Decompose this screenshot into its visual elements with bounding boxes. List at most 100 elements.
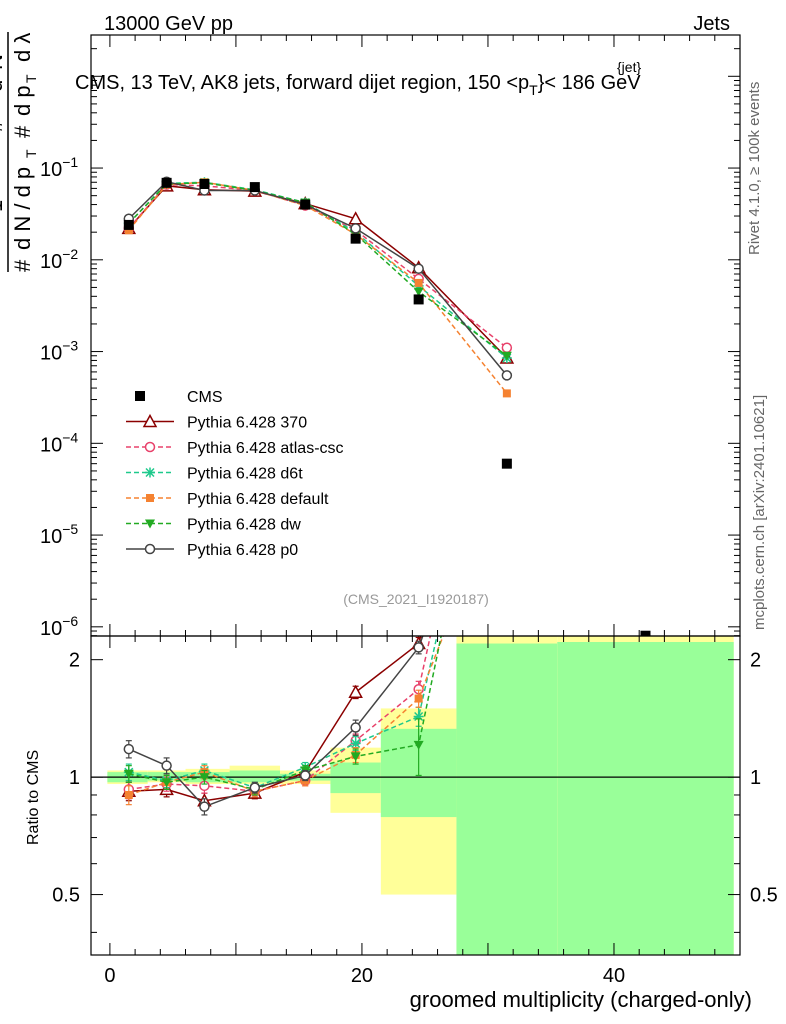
- marker: [413, 642, 424, 653]
- marker: [350, 738, 361, 749]
- point-cms: [413, 294, 424, 305]
- legend-label-dw: Pythia 6.428 dw: [187, 517, 301, 534]
- marker: [501, 370, 513, 381]
- legend-item-p0: Pythia 6.428 p0: [126, 542, 298, 559]
- ratio-point-p370: [348, 684, 363, 699]
- x-tick-label: 20: [351, 965, 373, 987]
- legend-item-cms: CMS: [135, 389, 223, 406]
- marker: [124, 226, 133, 235]
- point-cms: [640, 630, 651, 636]
- legend-item-dw: Pythia 6.428 dw: [126, 517, 301, 534]
- marker: [348, 684, 363, 699]
- marker: [501, 342, 513, 354]
- svg-text:#: #: [10, 259, 35, 272]
- ratio-frame: [90, 635, 741, 956]
- legend-marker-d6t: [145, 467, 155, 478]
- marker: [350, 223, 361, 234]
- main-ylabel: # d N / d p T # d p T d λ 1 # d 2 N: [0, 32, 39, 272]
- svg-text:1: 1: [0, 200, 7, 212]
- legend-label-atlas: Pythia 6.428 atlas-csc: [187, 440, 344, 457]
- legend-label-d6t: Pythia 6.428 d6t: [187, 466, 303, 483]
- series-line-default: [128, 181, 508, 394]
- y-tick-label: 10−4: [40, 429, 78, 456]
- ratio-point-d6t: [350, 738, 361, 749]
- point-dw: [413, 287, 424, 297]
- series-line-p0: [128, 180, 508, 376]
- uncertainty-band-green: [330, 762, 381, 794]
- ratio-point-d6t: [413, 711, 424, 722]
- analysis-id: (CMS_2021_I1920187): [343, 591, 489, 607]
- svg-text:#: #: [0, 119, 7, 132]
- ratio-point-p0: [161, 760, 172, 771]
- marker: [414, 278, 423, 287]
- plot-title-sup: {jet}: [617, 59, 641, 75]
- xlabel: groomed multiplicity (charged-only): [410, 987, 752, 1012]
- svg-text:d λ: d λ: [10, 33, 35, 62]
- point-cms: [123, 219, 134, 230]
- marker: [501, 458, 512, 469]
- marker: [124, 790, 133, 799]
- ratio-point-p0: [199, 801, 210, 812]
- marker: [501, 351, 512, 361]
- y-tick-label: 10−2: [40, 246, 78, 273]
- series-line-d6t: [128, 181, 508, 359]
- marker: [350, 722, 361, 733]
- legend-item-default: Pythia 6.428 default: [126, 491, 329, 508]
- y-tick-label: 10−6: [40, 613, 78, 640]
- marker: [146, 494, 154, 502]
- point-p0: [350, 223, 361, 234]
- marker: [144, 441, 156, 453]
- marker: [413, 263, 424, 274]
- ratio-point-dw: [350, 752, 361, 762]
- marker: [300, 199, 311, 210]
- legend-item-p370: Pythia 6.428 370: [126, 413, 307, 432]
- svg-text:T: T: [23, 74, 39, 83]
- marker: [145, 519, 155, 529]
- ratio-y-tick-label-left: 1: [69, 767, 80, 789]
- x-tick-label: 0: [104, 965, 115, 987]
- svg-text:N: N: [0, 54, 7, 70]
- point-cms: [161, 177, 172, 188]
- marker: [640, 630, 651, 636]
- marker: [414, 694, 423, 703]
- legend-marker-p0: [144, 543, 156, 555]
- header-left: 13000 GeV pp: [104, 13, 233, 35]
- svg-text:#: #: [10, 125, 35, 138]
- point-default: [124, 226, 133, 235]
- point-default: [502, 389, 511, 398]
- y-tick-label: 10−3: [40, 338, 78, 365]
- marker: [413, 740, 424, 750]
- series-line-dw: [128, 182, 508, 357]
- ratio-point-default: [414, 694, 423, 703]
- marker: [123, 219, 134, 230]
- marker: [161, 760, 172, 771]
- svg-text:d: d: [0, 80, 7, 92]
- mcplots-label: mcplots.cern.ch [arXiv:2401.10621]: [751, 395, 768, 630]
- point-cms: [249, 182, 260, 193]
- ratio-point-p0: [413, 642, 424, 653]
- marker: [144, 543, 156, 555]
- y-tick-label: 10−1: [40, 154, 78, 181]
- marker: [299, 770, 311, 781]
- marker: [199, 179, 210, 190]
- marker: [249, 182, 260, 193]
- ratio-point-p0: [299, 770, 311, 781]
- ratio-line-d6t: [128, 636, 438, 789]
- point-atlas: [501, 342, 513, 354]
- svg-text:T: T: [23, 149, 39, 158]
- header-right: Jets: [693, 13, 730, 35]
- legend-marker-p370: [142, 413, 158, 428]
- ratio-point-p0: [123, 743, 135, 755]
- marker: [123, 743, 135, 755]
- ratio-y-tick-label-right: 0.5: [750, 885, 778, 907]
- ratio-point-dw: [199, 773, 210, 783]
- legend-label-p370: Pythia 6.428 370: [187, 415, 307, 432]
- legend-label-p0: Pythia 6.428 p0: [187, 542, 298, 559]
- point-default: [414, 278, 423, 287]
- marker: [502, 389, 511, 398]
- marker: [145, 467, 155, 478]
- ratio-line-dw: [128, 636, 442, 791]
- legend-item-d6t: Pythia 6.428 d6t: [126, 466, 303, 483]
- uncertainty-band-green: [229, 770, 281, 783]
